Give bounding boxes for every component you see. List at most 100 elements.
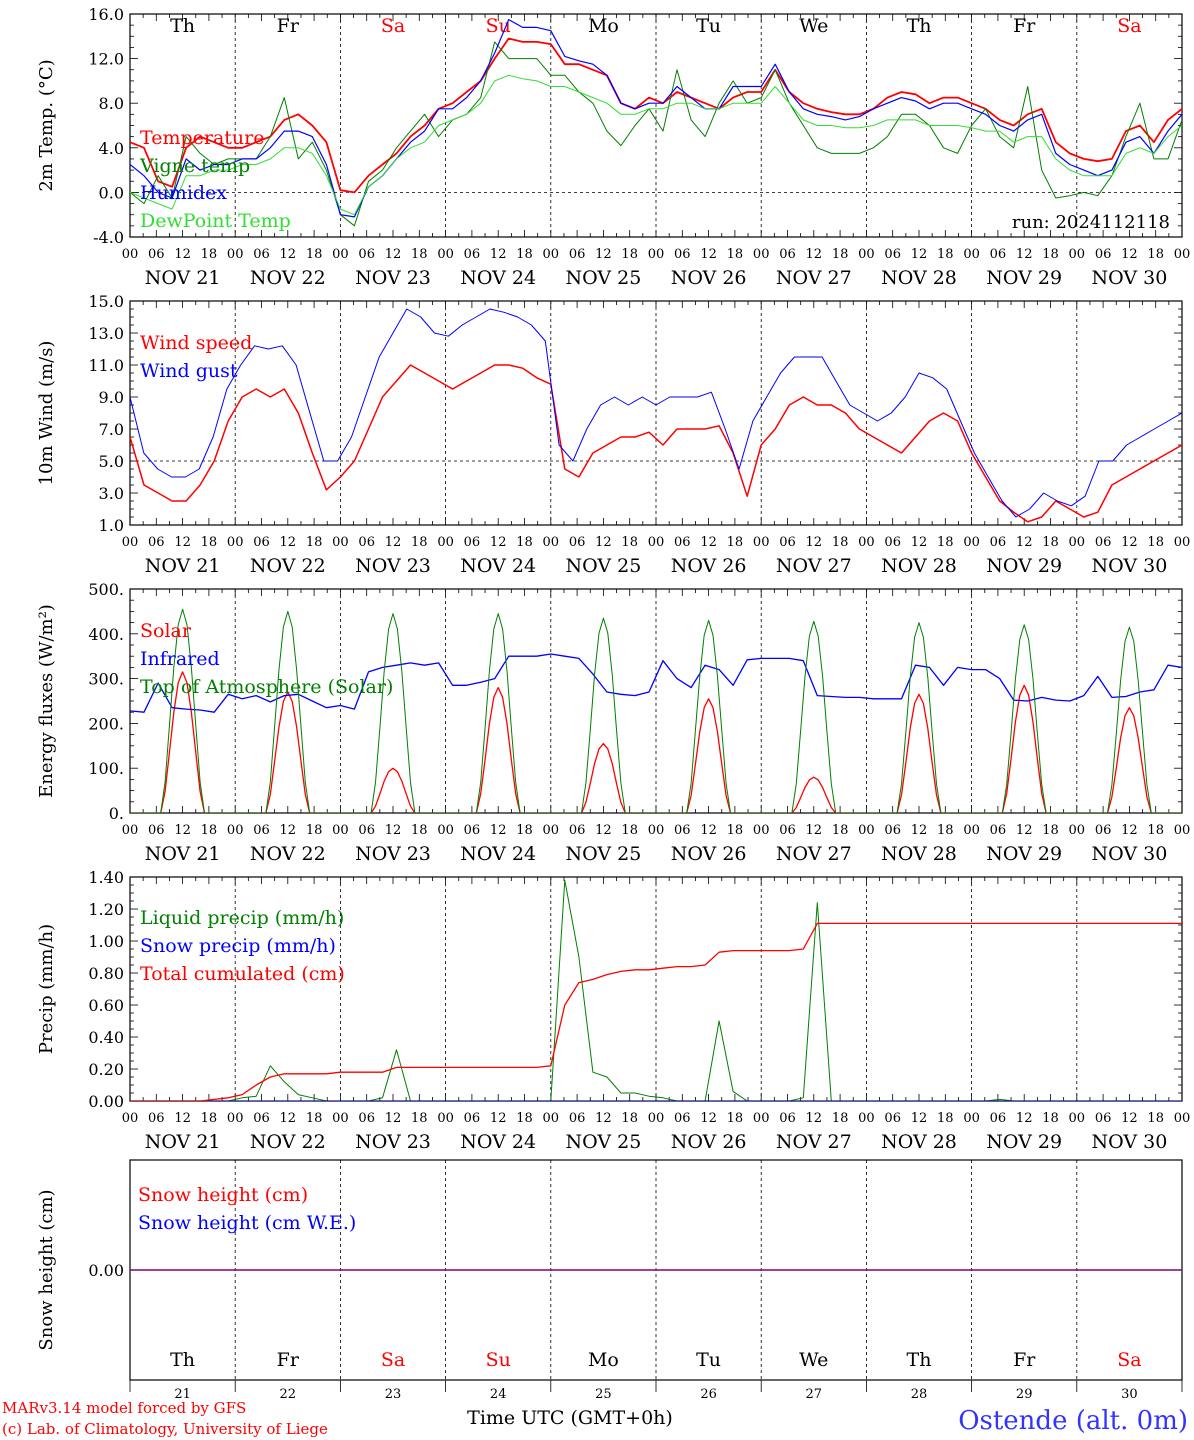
hour-tick-label: 18 — [516, 823, 533, 838]
legend-entry: Total cumulated (cm) — [140, 963, 345, 985]
hour-tick-label: 00 — [437, 1111, 454, 1126]
hour-tick-label: 18 — [306, 823, 323, 838]
date-label: NOV 27 — [776, 555, 852, 577]
day-name-label: Sa — [1117, 1349, 1141, 1371]
day-number-label: 25 — [595, 1387, 612, 1402]
hour-tick-label: 00 — [1069, 823, 1086, 838]
hour-tick-label: 18 — [727, 823, 744, 838]
hour-tick-label: 00 — [122, 247, 139, 262]
hour-tick-label: 00 — [122, 823, 139, 838]
day-name-label: Fr — [277, 1349, 300, 1371]
time-axis-label: Time UTC (GMT+0h) — [467, 1407, 673, 1429]
day-name-label: Fr — [1013, 1349, 1036, 1371]
y-tick-label: 400. — [88, 625, 124, 644]
hour-tick-label: 00 — [1069, 247, 1086, 262]
hour-tick-label: 18 — [411, 247, 428, 262]
hour-tick-label: 06 — [990, 1111, 1007, 1126]
hour-tick-label: 00 — [437, 535, 454, 550]
hour-tick-label: 00 — [1174, 535, 1191, 550]
hour-tick-label: 00 — [648, 1111, 665, 1126]
hour-tick-label: 06 — [674, 247, 691, 262]
date-label: NOV 23 — [355, 1131, 431, 1153]
hour-tick-label: 00 — [227, 247, 244, 262]
legend-entry: Wind gust — [140, 360, 238, 382]
hour-tick-label: 00 — [648, 823, 665, 838]
hour-tick-label: 06 — [148, 535, 165, 550]
y-tick-label: 0. — [109, 804, 124, 823]
series-line — [130, 922, 1182, 1101]
date-label: NOV 21 — [145, 843, 221, 865]
y-tick-label: 3.0 — [99, 484, 124, 503]
hour-tick-label: 00 — [858, 535, 875, 550]
hour-tick-label: 12 — [490, 823, 507, 838]
hour-tick-label: 06 — [464, 535, 481, 550]
hour-tick-label: 12 — [806, 247, 823, 262]
y-tick-label: 12.0 — [88, 50, 124, 69]
hour-tick-label: 18 — [1147, 1111, 1164, 1126]
hour-tick-label: 06 — [253, 1111, 270, 1126]
hour-tick-label: 06 — [1095, 247, 1112, 262]
hour-tick-label: 06 — [779, 1111, 796, 1126]
y-tick-label: 0.60 — [88, 996, 124, 1015]
hour-tick-label: 00 — [1174, 1111, 1191, 1126]
date-label: NOV 28 — [881, 843, 957, 865]
hour-tick-label: 12 — [1121, 1111, 1138, 1126]
hour-tick-label: 06 — [779, 823, 796, 838]
date-label: NOV 24 — [460, 1131, 536, 1153]
series-group — [130, 879, 1182, 1101]
plot-frame — [129, 13, 1183, 238]
y-tick-label: 8.0 — [99, 94, 124, 113]
y-axis-label: 2m Temp. (°C) — [36, 59, 57, 191]
panel-precip: 0.00 0.20 0.40 0.60 0.80 1.00 1.20 1.40 Precip (… — [36, 868, 1190, 1153]
date-label: NOV 26 — [671, 555, 747, 577]
date-label: NOV 24 — [460, 843, 536, 865]
hour-tick-label: 06 — [253, 247, 270, 262]
series-line — [130, 653, 1182, 713]
day-name-label: Sa — [1117, 15, 1141, 37]
hour-tick-label: 12 — [595, 535, 612, 550]
date-label: NOV 26 — [671, 1131, 747, 1153]
y-axis-label: 10m Wind (m/s) — [36, 341, 57, 486]
hour-tick-label: 00 — [963, 535, 980, 550]
day-name-label: Th — [907, 15, 932, 37]
hour-tick-label: 12 — [911, 535, 928, 550]
panel-energy: 0. 100. 200. 300. 400. 500. Energy fluxes (W/m… — [36, 580, 1190, 865]
day-name-label: Tu — [696, 1349, 721, 1371]
date-label: NOV 30 — [1091, 267, 1167, 289]
date-label: NOV 29 — [986, 1131, 1062, 1153]
y-tick-label: 1.0 — [99, 516, 124, 535]
hour-tick-label: 06 — [148, 823, 165, 838]
date-label: NOV 28 — [881, 1131, 957, 1153]
hour-tick-label: 06 — [779, 535, 796, 550]
hour-tick-label: 06 — [569, 247, 586, 262]
series-line — [130, 74, 1182, 216]
date-label: NOV 22 — [250, 555, 326, 577]
date-label: NOV 23 — [355, 843, 431, 865]
hour-tick-label: 18 — [937, 823, 954, 838]
date-label: NOV 28 — [881, 267, 957, 289]
hour-tick-label: 18 — [621, 1111, 638, 1126]
date-label: NOV 27 — [776, 843, 852, 865]
series-group — [130, 308, 1182, 523]
hour-tick-label: 00 — [332, 823, 349, 838]
hour-tick-label: 00 — [227, 535, 244, 550]
y-axis-label: Energy fluxes (W/m²) — [36, 604, 57, 798]
day-name-label: Th — [170, 1349, 195, 1371]
hour-tick-label: 00 — [753, 1111, 770, 1126]
hour-tick-label: 18 — [727, 535, 744, 550]
y-tick-label: 16.0 — [88, 5, 124, 24]
date-label: NOV 28 — [881, 555, 957, 577]
hour-tick-label: 06 — [779, 247, 796, 262]
y-tick-label: 11.0 — [88, 356, 124, 375]
date-label: NOV 26 — [671, 267, 747, 289]
hour-tick-label: 12 — [280, 1111, 297, 1126]
date-label: NOV 29 — [986, 267, 1062, 289]
date-label: NOV 25 — [565, 1131, 641, 1153]
hour-tick-label: 18 — [621, 247, 638, 262]
hour-tick-label: 06 — [569, 535, 586, 550]
legend-entry: Temperature — [140, 127, 264, 149]
date-label: NOV 25 — [565, 267, 641, 289]
day-name-label: Mo — [588, 1349, 619, 1371]
hour-tick-label: 00 — [122, 1111, 139, 1126]
series-line — [130, 37, 1182, 194]
